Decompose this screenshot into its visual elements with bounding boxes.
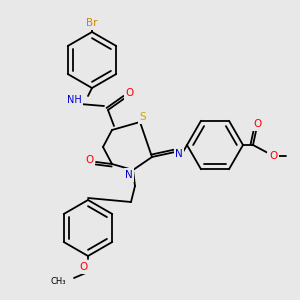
Text: S: S [140, 112, 146, 122]
Text: Br: Br [86, 18, 98, 28]
Text: NH: NH [67, 95, 82, 105]
Text: O: O [269, 151, 277, 161]
Text: O: O [80, 262, 88, 272]
Text: N: N [125, 170, 133, 180]
Text: O: O [254, 119, 262, 129]
Text: O: O [85, 155, 93, 165]
Text: CH₃: CH₃ [50, 277, 66, 286]
Text: N: N [175, 149, 183, 159]
Text: O: O [126, 88, 134, 98]
